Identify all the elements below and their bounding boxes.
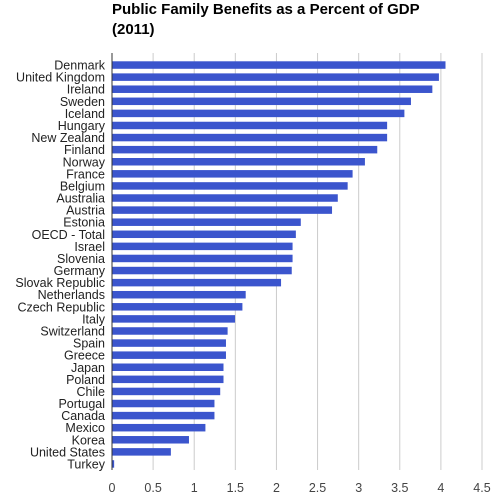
category-label: Switzerland: [40, 324, 105, 338]
bar: [112, 109, 405, 118]
x-tick-label: 1.5: [227, 481, 244, 495]
bar: [112, 73, 439, 81]
bar: [112, 266, 292, 275]
bar: [112, 133, 388, 142]
category-label: OECD - Total: [32, 228, 105, 242]
bar: [112, 170, 353, 178]
x-tick-labels: 0 0.5 1 1.5 2 2.5 3 3.5 4 4.5: [109, 481, 491, 495]
bar: [112, 206, 333, 214]
category-label: Chile: [77, 385, 106, 399]
category-label: United Kingdom: [16, 71, 105, 85]
bar: [112, 375, 224, 384]
category-label: Austria: [66, 204, 105, 218]
x-tick-label: 3.5: [391, 481, 408, 495]
bar: [112, 254, 293, 263]
bar: [112, 339, 226, 347]
x-tick-label: 2.5: [309, 481, 326, 495]
x-tick-label: 2: [273, 481, 280, 495]
category-label: Ireland: [67, 83, 105, 97]
category-label: United States: [30, 445, 105, 459]
category-label: Mexico: [65, 421, 105, 435]
category-label: Denmark: [54, 59, 105, 73]
x-tick-label: 0.5: [144, 481, 161, 495]
bar: [112, 278, 282, 287]
category-label: Australia: [56, 192, 105, 206]
x-tick-label: 3: [355, 481, 362, 495]
category-label: Iceland: [65, 107, 105, 121]
category-label: Estonia: [63, 216, 105, 230]
bar: [112, 230, 296, 239]
bar: [112, 85, 433, 93]
category-label: Portugal: [58, 397, 105, 411]
category-label: Italy: [82, 312, 106, 326]
bar: [112, 303, 243, 311]
category-label: Turkey: [67, 457, 105, 471]
x-tick-label: 1: [191, 481, 198, 495]
bars: [112, 61, 446, 468]
bar: [112, 121, 388, 130]
bar: [112, 423, 206, 432]
bar: [112, 315, 236, 323]
category-label: Belgium: [60, 179, 105, 193]
x-tick-label: 4.5: [473, 481, 490, 495]
category-label: New Zealand: [31, 131, 105, 145]
category-label: Spain: [73, 337, 105, 351]
category-label: Hungary: [58, 119, 106, 133]
category-label: Poland: [66, 373, 105, 387]
chart-title: Public Family Benefits as a Percent of G…: [112, 1, 420, 38]
bar: [112, 242, 293, 251]
bar: [112, 61, 446, 69]
bar: [112, 290, 246, 299]
bar: [112, 448, 171, 456]
bar: [112, 363, 224, 371]
x-tick-label: 0: [109, 481, 116, 495]
bar: [112, 399, 215, 408]
bar: [112, 436, 189, 444]
category-label: Sweden: [60, 95, 105, 109]
bar: [112, 158, 365, 166]
bar: [112, 194, 338, 202]
category-label: Slovenia: [57, 252, 105, 266]
category-label: Greece: [64, 349, 105, 363]
bar: [112, 460, 115, 468]
bar: [112, 145, 378, 154]
category-label: Czech Republic: [17, 300, 105, 314]
category-label: Japan: [71, 361, 105, 375]
bar: [112, 218, 301, 226]
x-tick-label: 4: [437, 481, 444, 495]
bar: [112, 182, 348, 190]
bar: [112, 387, 221, 396]
bar: [112, 411, 215, 420]
bar: [112, 351, 226, 359]
category-label: Slovak Republic: [15, 276, 105, 290]
category-label: Korea: [72, 433, 105, 447]
category-label: France: [66, 167, 105, 181]
category-label: Germany: [54, 264, 106, 278]
category-label: Netherlands: [38, 288, 105, 302]
category-label: Norway: [63, 155, 106, 169]
category-label: Israel: [74, 240, 105, 254]
category-label: Finland: [64, 143, 105, 157]
bar: [112, 327, 228, 335]
category-label: Canada: [61, 409, 105, 423]
bar: [112, 97, 411, 106]
